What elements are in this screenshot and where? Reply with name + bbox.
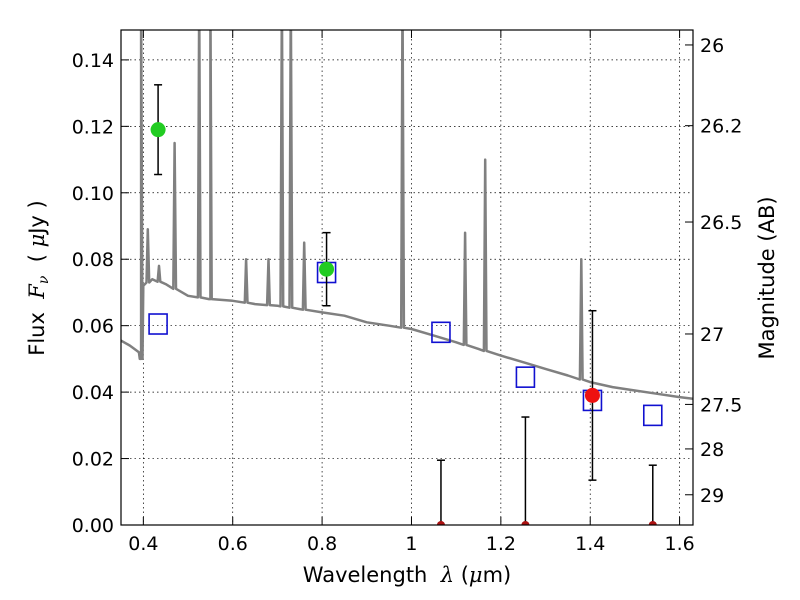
plot-area <box>121 30 693 525</box>
x-tick-label: 0.6 <box>218 533 248 555</box>
y-axis-label-symbol: F <box>25 283 49 300</box>
y-axis-left: 0.00 0.02 0.04 0.06 0.08 0.10 0.12 0.14 <box>72 50 129 537</box>
y-axis-label-prefix: Flux <box>25 299 49 356</box>
model-square <box>148 313 168 335</box>
x-axis-label-unit: m) <box>483 563 512 587</box>
detection-point <box>584 387 600 403</box>
x-tick-label: 1.4 <box>575 533 605 555</box>
y-right-tick-label: 29 <box>700 485 724 507</box>
grid <box>121 30 693 526</box>
x-tick-label: 1.6 <box>664 533 694 555</box>
x-axis-label-prefix: Wavelength <box>303 563 441 587</box>
x-tick-label: 1.2 <box>486 533 516 555</box>
spectrum-line <box>121 30 693 401</box>
y-axis-label-unit: Jy ) <box>25 200 49 236</box>
x-axis-label-open: ( <box>454 563 469 587</box>
y-axis-label-mu: μ <box>25 234 49 248</box>
y-right-tick-label: 26 <box>700 35 724 57</box>
detection-point <box>319 261 335 277</box>
y-tick-label: 0.12 <box>72 116 114 138</box>
y-axis-label: Flux Fν ( μJy ) <box>25 200 52 355</box>
x-axis: 0.4 0.6 0.8 1 1.2 1.4 1.6 <box>128 30 695 555</box>
y-right-tick-label: 27 <box>700 324 724 346</box>
limit-point <box>436 521 445 525</box>
y-tick-label: 0.02 <box>72 449 114 471</box>
y-right-tick-label: 28 <box>700 439 724 461</box>
y-right-tick-label: 26.5 <box>700 212 742 234</box>
y-right-tick-label: 26.2 <box>700 116 742 138</box>
y-axis-label-sub: ν <box>36 275 52 284</box>
limit-point <box>521 521 530 525</box>
detection-point <box>150 122 166 138</box>
spectrum-series <box>121 30 693 401</box>
x-tick-label: 1 <box>405 533 417 555</box>
model-square <box>515 366 536 388</box>
limit-point <box>648 521 657 525</box>
x-tick-label: 0.4 <box>128 533 158 555</box>
x-axis-label-mu: μ <box>469 563 483 587</box>
y-tick-label: 0.10 <box>72 183 114 205</box>
y-tick-label: 0.06 <box>72 316 114 338</box>
y-tick-label: 0.04 <box>72 382 114 404</box>
y-tick-label: 0.14 <box>72 50 114 72</box>
plot-frame <box>120 29 694 526</box>
x-tick-label: 0.8 <box>307 533 337 555</box>
observed-series <box>150 84 657 525</box>
model-photometry-series <box>148 261 663 427</box>
x-axis-label-symbol: λ <box>440 563 454 587</box>
y-tick-label: 0.08 <box>72 249 114 271</box>
model-square <box>431 321 451 344</box>
model-square <box>642 404 663 427</box>
y-right-tick-label: 27.5 <box>700 394 742 416</box>
x-axis-label: Wavelength λ (μm) <box>303 563 511 587</box>
y-axis-right-label: Magnitude (AB) <box>755 196 779 359</box>
y-axis-label-open: ( <box>25 247 49 275</box>
y-axis-right: 26 26.2 26.5 27 27.5 28 29 <box>685 35 742 507</box>
y-tick-label: 0.00 <box>72 515 114 537</box>
